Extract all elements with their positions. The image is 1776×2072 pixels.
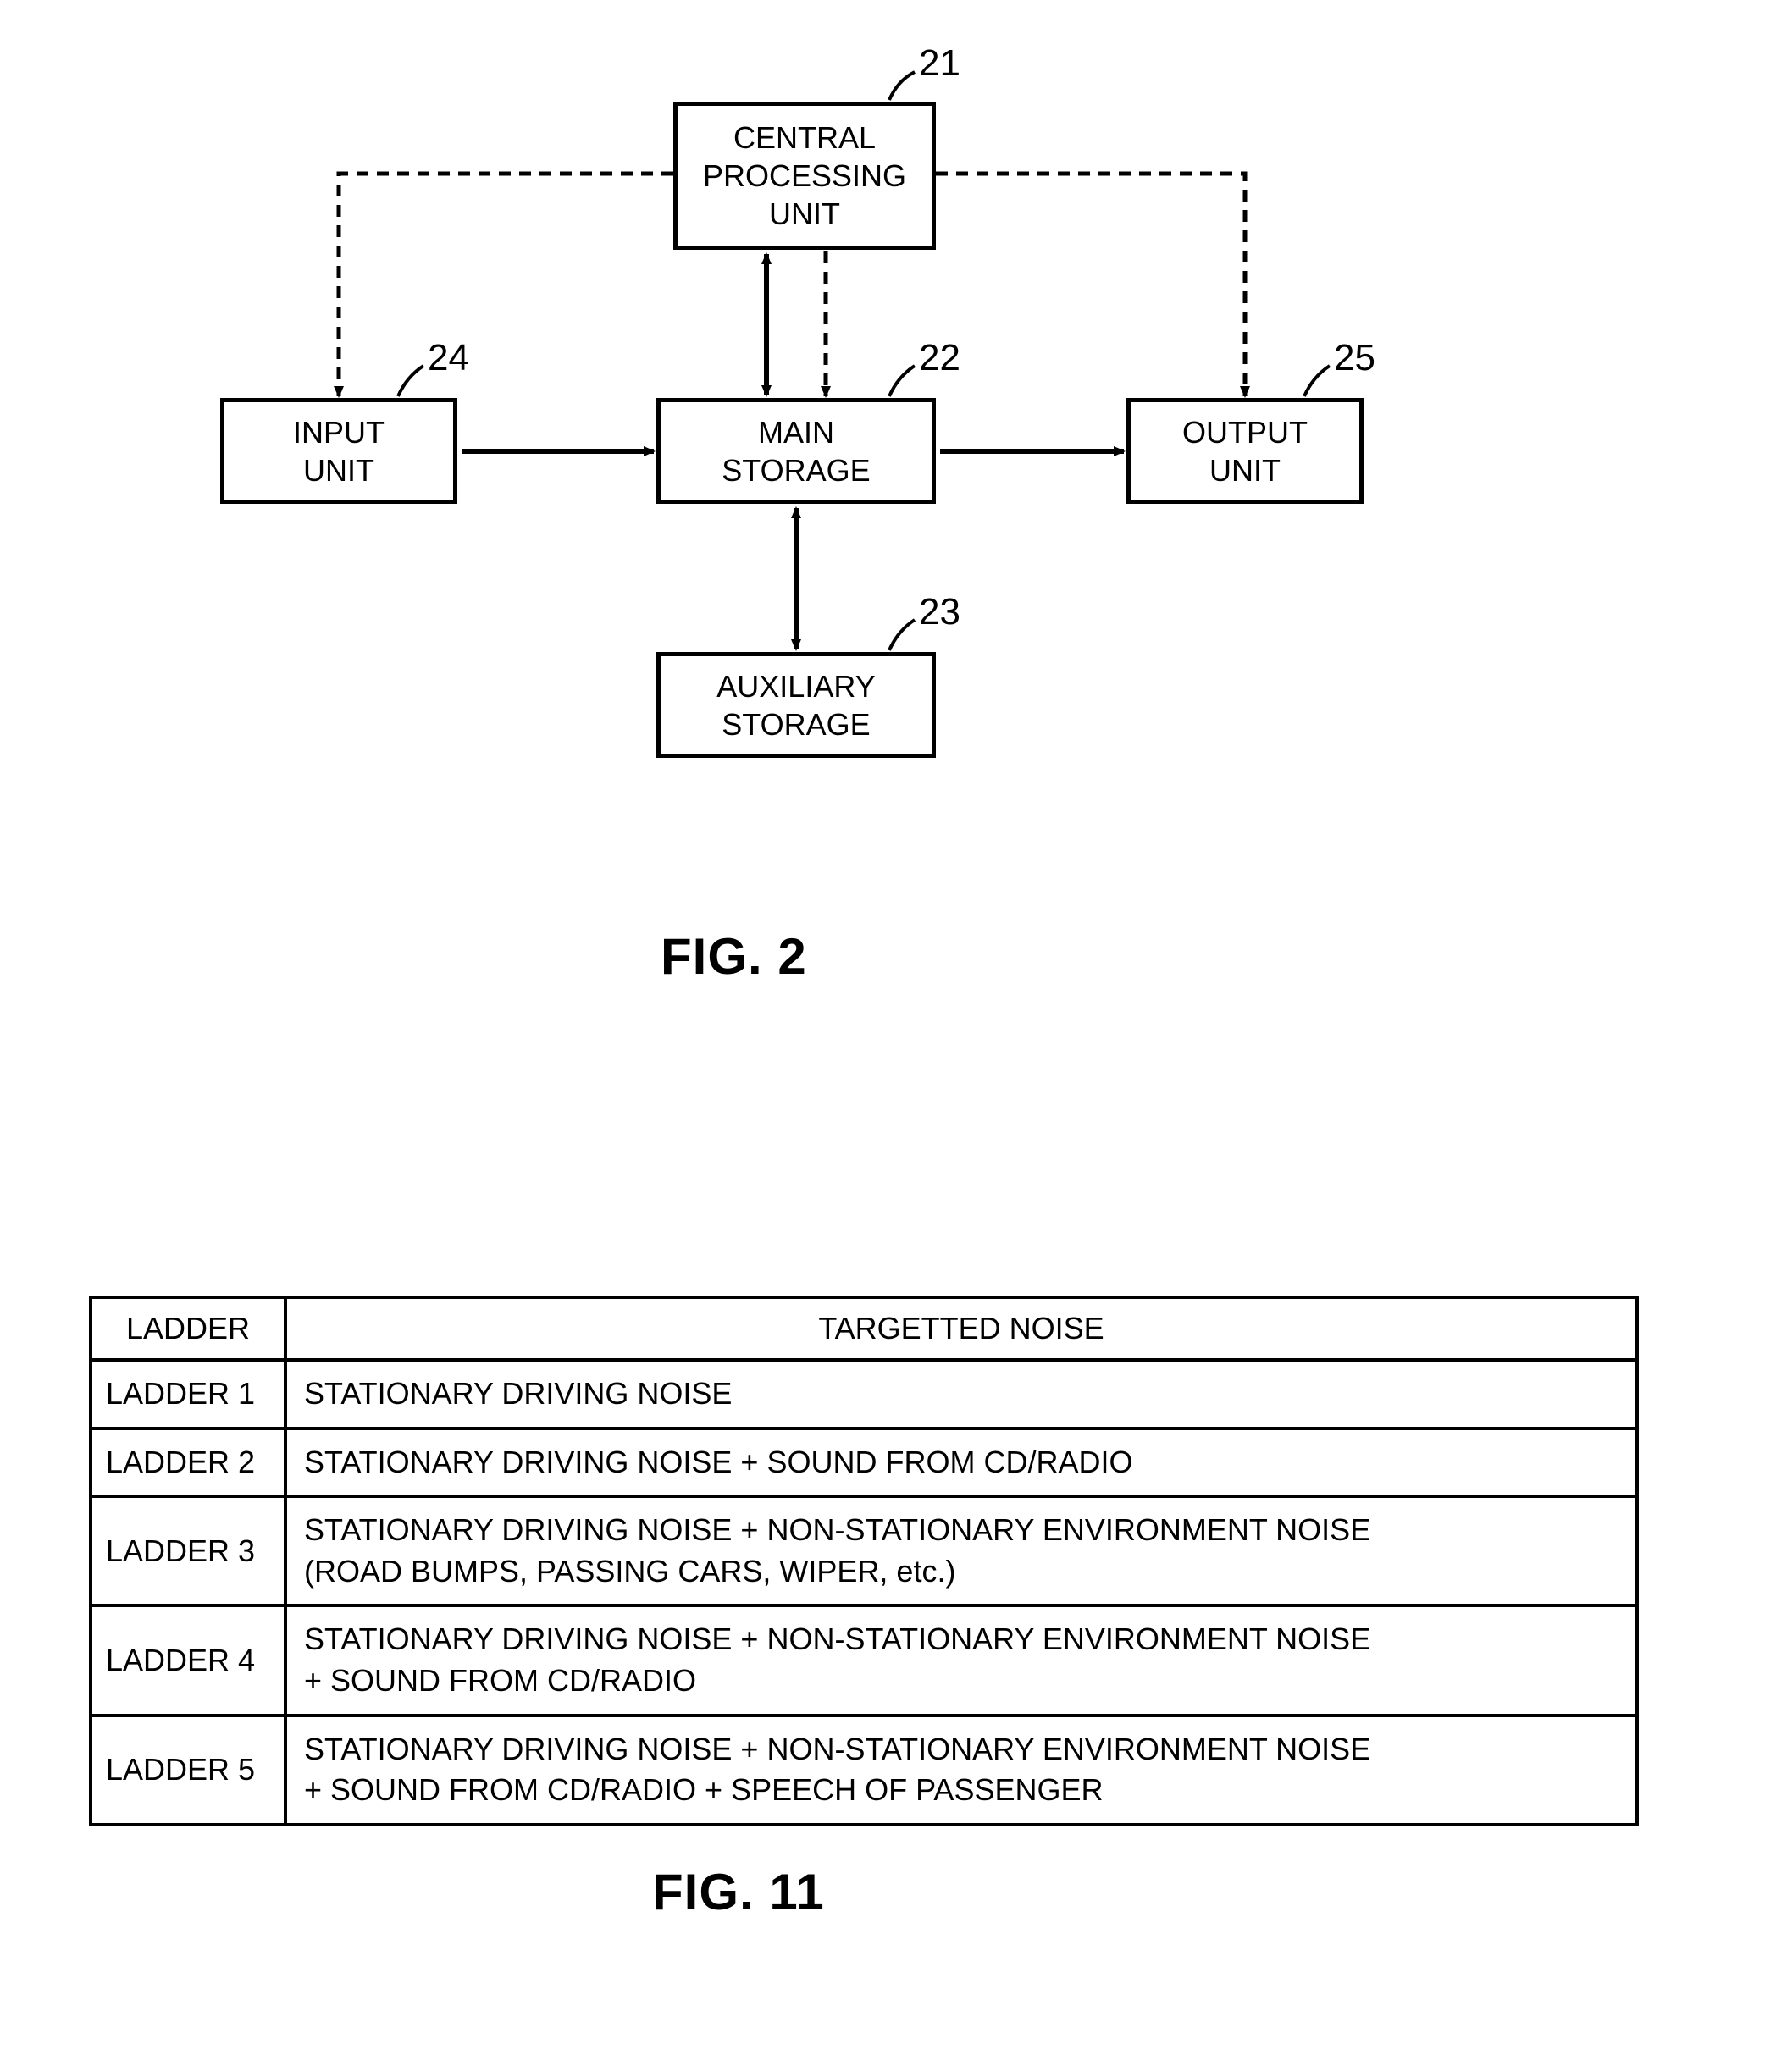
ladder-cell: LADDER 4 — [91, 1605, 285, 1715]
table-row: LADDER 2 STATIONARY DRIVING NOISE + SOUN… — [91, 1428, 1637, 1497]
ref-24: 24 — [428, 337, 469, 379]
aux-storage-box: AUXILIARY STORAGE — [656, 652, 936, 758]
ref-22: 22 — [919, 337, 960, 379]
noise-cell: STATIONARY DRIVING NOISE + SOUND FROM CD… — [285, 1428, 1637, 1497]
header-ladder: LADDER — [91, 1297, 285, 1360]
table-row: LADDER 5 STATIONARY DRIVING NOISE + NON-… — [91, 1716, 1637, 1825]
noise-cell: STATIONARY DRIVING NOISE — [285, 1360, 1637, 1428]
fig11-caption: FIG. 11 — [652, 1863, 825, 1921]
output-unit-box: OUTPUT UNIT — [1126, 398, 1364, 504]
output-unit-label: OUTPUT UNIT — [1182, 413, 1308, 489]
ladder-cell: LADDER 1 — [91, 1360, 285, 1428]
noise-cell: STATIONARY DRIVING NOISE + NON-STATIONAR… — [285, 1716, 1637, 1825]
ref-23: 23 — [919, 591, 960, 633]
noise-ladder-table: LADDER TARGETTED NOISE LADDER 1 STATIONA… — [89, 1296, 1639, 1826]
cpu-box: CENTRAL PROCESSING UNIT — [673, 102, 936, 250]
ref-21: 21 — [919, 42, 960, 85]
table-row: LADDER 1 STATIONARY DRIVING NOISE — [91, 1360, 1637, 1428]
table-row: LADDER 3 STATIONARY DRIVING NOISE + NON-… — [91, 1496, 1637, 1605]
noise-cell: STATIONARY DRIVING NOISE + NON-STATIONAR… — [285, 1605, 1637, 1715]
ladder-cell: LADDER 3 — [91, 1496, 285, 1605]
header-noise: TARGETTED NOISE — [285, 1297, 1637, 1360]
aux-storage-label: AUXILIARY STORAGE — [716, 667, 875, 743]
fig2-diagram: CENTRAL PROCESSING UNIT MAIN STORAGE AUX… — [0, 0, 1776, 889]
table-row: LADDER 4 STATIONARY DRIVING NOISE + NON-… — [91, 1605, 1637, 1715]
input-unit-label: INPUT UNIT — [293, 413, 385, 489]
fig2-caption: FIG. 2 — [661, 927, 807, 986]
main-storage-label: MAIN STORAGE — [722, 413, 870, 489]
noise-cell: STATIONARY DRIVING NOISE + NON-STATIONAR… — [285, 1496, 1637, 1605]
ladder-cell: LADDER 2 — [91, 1428, 285, 1497]
cpu-label: CENTRAL PROCESSING UNIT — [703, 119, 906, 233]
table-header-row: LADDER TARGETTED NOISE — [91, 1297, 1637, 1360]
main-storage-box: MAIN STORAGE — [656, 398, 936, 504]
ladder-cell: LADDER 5 — [91, 1716, 285, 1825]
input-unit-box: INPUT UNIT — [220, 398, 457, 504]
ref-25: 25 — [1334, 337, 1375, 379]
